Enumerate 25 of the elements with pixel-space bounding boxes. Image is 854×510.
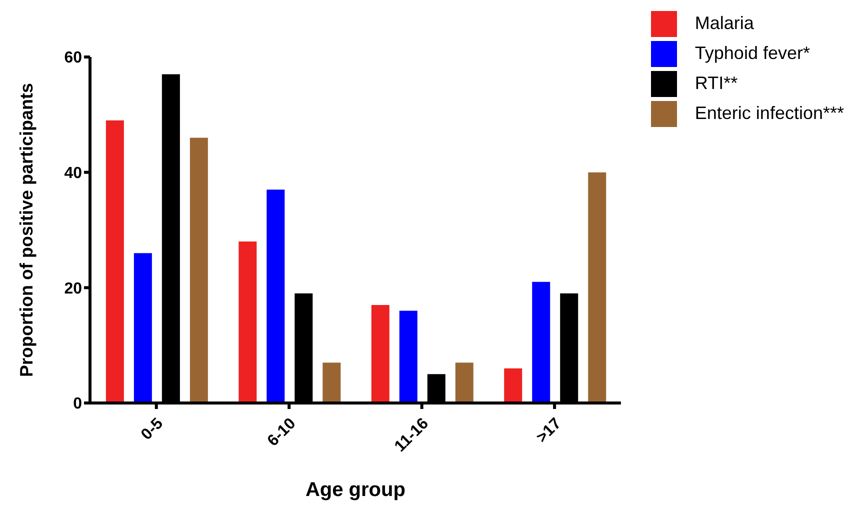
legend-label: Malaria <box>694 13 754 33</box>
x-axis-title: Age group <box>305 479 406 501</box>
y-tick-label: 40 <box>64 165 82 182</box>
y-tick-label: 20 <box>64 280 82 298</box>
y-tick-label: 60 <box>64 50 82 67</box>
bar <box>455 362 474 403</box>
bar <box>190 138 208 403</box>
legend-label: RTI** <box>694 73 738 93</box>
bar <box>532 282 550 403</box>
bar <box>322 362 341 403</box>
legend-label: Enteric infection*** <box>694 103 844 123</box>
bar <box>504 368 522 403</box>
legend-label: Typhoid fever* <box>694 43 810 63</box>
y-axis-title: Proportion of positive participants <box>16 82 36 378</box>
bar <box>266 190 285 403</box>
y-tick-label: 0 <box>73 396 82 413</box>
bar <box>238 242 257 403</box>
bar <box>588 172 606 403</box>
x-tick-label: 6-10 <box>264 415 300 450</box>
bar <box>106 120 124 403</box>
x-tick-label: 0-5 <box>138 415 167 444</box>
bar <box>134 253 152 403</box>
bar <box>371 304 390 403</box>
bar <box>399 310 418 403</box>
x-tick-label: >17 <box>534 415 565 446</box>
